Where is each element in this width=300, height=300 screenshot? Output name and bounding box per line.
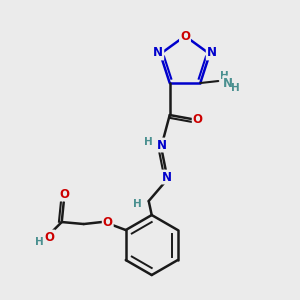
Text: N: N [157,139,167,152]
Text: H: H [231,83,240,93]
Text: N: N [207,46,217,59]
Text: O: O [45,230,55,244]
Text: H: H [220,71,229,81]
Text: H: H [144,137,153,147]
Text: O: O [60,188,70,200]
Text: O: O [103,215,113,229]
Text: O: O [193,112,203,125]
Text: N: N [153,46,163,59]
Text: H: H [133,199,142,209]
Text: O: O [180,29,190,43]
Text: N: N [223,76,233,89]
Text: N: N [162,170,172,184]
Text: H: H [35,237,44,247]
